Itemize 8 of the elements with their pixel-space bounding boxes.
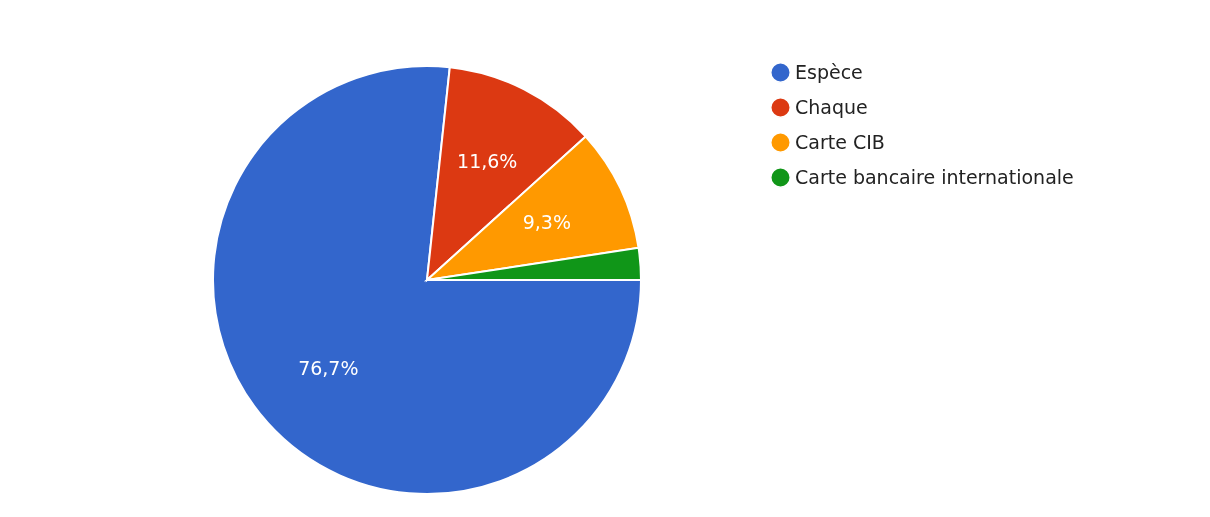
legend-label: Chaque bbox=[795, 95, 868, 118]
legend-label: Carte bancaire internationale bbox=[795, 165, 1074, 188]
legend-label: Espèce bbox=[795, 60, 863, 83]
data-label: 76,7% bbox=[298, 356, 359, 379]
data-label: 11,6% bbox=[457, 149, 518, 172]
legend-label: Carte CIB bbox=[795, 130, 885, 153]
data-label: 9,3% bbox=[522, 211, 572, 234]
pie-slice bbox=[212, 65, 642, 495]
